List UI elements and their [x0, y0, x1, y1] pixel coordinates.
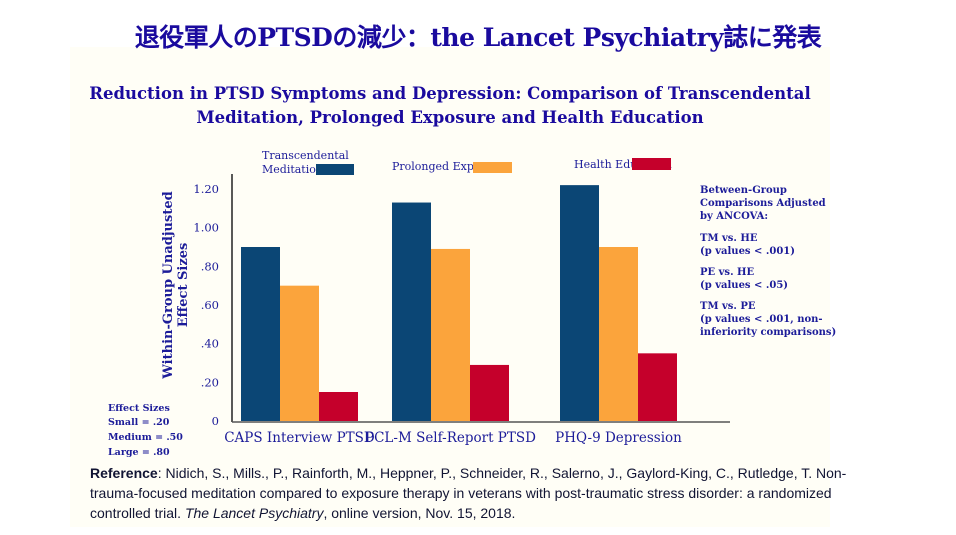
- x-category-label: CAPS Interview PTSD: [224, 430, 375, 446]
- bar-prolonged-exposure: [599, 247, 638, 421]
- effect-size-note: Large = .80: [108, 447, 170, 458]
- bar-prolonged-exposure: [280, 285, 319, 421]
- comparison-note: PE vs. HE: [700, 267, 754, 278]
- comparison-note: (p values < .001): [700, 246, 795, 257]
- reference-text: Reference: Nidich, S., Mills., P., Rainf…: [90, 463, 890, 523]
- comparison-note: TM vs. HE: [700, 233, 758, 244]
- reference-journal: The Lancet Psychiatry: [184, 505, 324, 521]
- slide-title: 退役軍人のPTSDの減少：the Lancet Psychiatry誌に発表: [134, 23, 822, 52]
- y-tick-label: .40: [201, 337, 219, 351]
- y-tick-label: 1.00: [193, 221, 219, 235]
- y-tick-label: .60: [201, 298, 219, 312]
- effect-size-note: Small = .20: [108, 417, 170, 428]
- x-category-label: PHQ-9 Depression: [555, 430, 682, 446]
- bar-health-education: [470, 364, 509, 421]
- y-axis-label: Within-Group UnadjustedEffect Sizes: [161, 191, 191, 379]
- reference-line-3: controlled trial.: [90, 505, 185, 521]
- comparison-note: TM vs. PE: [700, 301, 756, 312]
- reference-line-1: : Nidich, S., Mills., P., Rainforth, M.,…: [157, 465, 847, 481]
- bar-transcendental-meditation: [241, 247, 280, 421]
- bar-transcendental-meditation: [392, 202, 431, 421]
- comparison-note: by ANCOVA:: [700, 211, 768, 222]
- bar-health-education: [319, 392, 358, 421]
- comparison-note: inferiority comparisons): [700, 327, 836, 338]
- legend-swatch: [473, 162, 512, 173]
- legend-swatch: [316, 164, 354, 175]
- reference-line-2: trauma-focused meditation compared to ex…: [90, 485, 832, 501]
- reference-label: Reference: [90, 465, 158, 481]
- comparison-note: (p values < .05): [700, 280, 788, 291]
- y-tick-label: 0: [212, 414, 219, 428]
- comparison-note: Between-Group: [700, 185, 787, 196]
- legend-label: Meditation: [262, 163, 323, 176]
- bar-prolonged-exposure: [431, 248, 470, 421]
- y-tick-label: .80: [201, 259, 219, 273]
- comparison-note: Comparisons Adjusted: [700, 198, 826, 209]
- y-tick-label: .20: [201, 375, 219, 389]
- bar-transcendental-meditation: [560, 185, 599, 421]
- bar-health-education: [638, 353, 677, 421]
- chart-title-line: Reduction in PTSD Symptoms and Depressio…: [89, 84, 810, 103]
- effect-size-note: Effect Sizes: [108, 403, 170, 414]
- x-category-label: PCL-M Self-Report PTSD: [365, 430, 536, 446]
- effect-size-note: Medium = .50: [108, 432, 183, 443]
- legend-swatch: [632, 158, 671, 170]
- y-tick-label: 1.20: [193, 182, 219, 196]
- legend-label: Transcendental: [262, 149, 349, 162]
- chart-title-line: Meditation, Prolonged Exposure and Healt…: [196, 108, 703, 127]
- comparison-note: (p values < .001, non-: [700, 314, 823, 325]
- reference-line-3-end: , online version, Nov. 15, 2018.: [323, 505, 516, 521]
